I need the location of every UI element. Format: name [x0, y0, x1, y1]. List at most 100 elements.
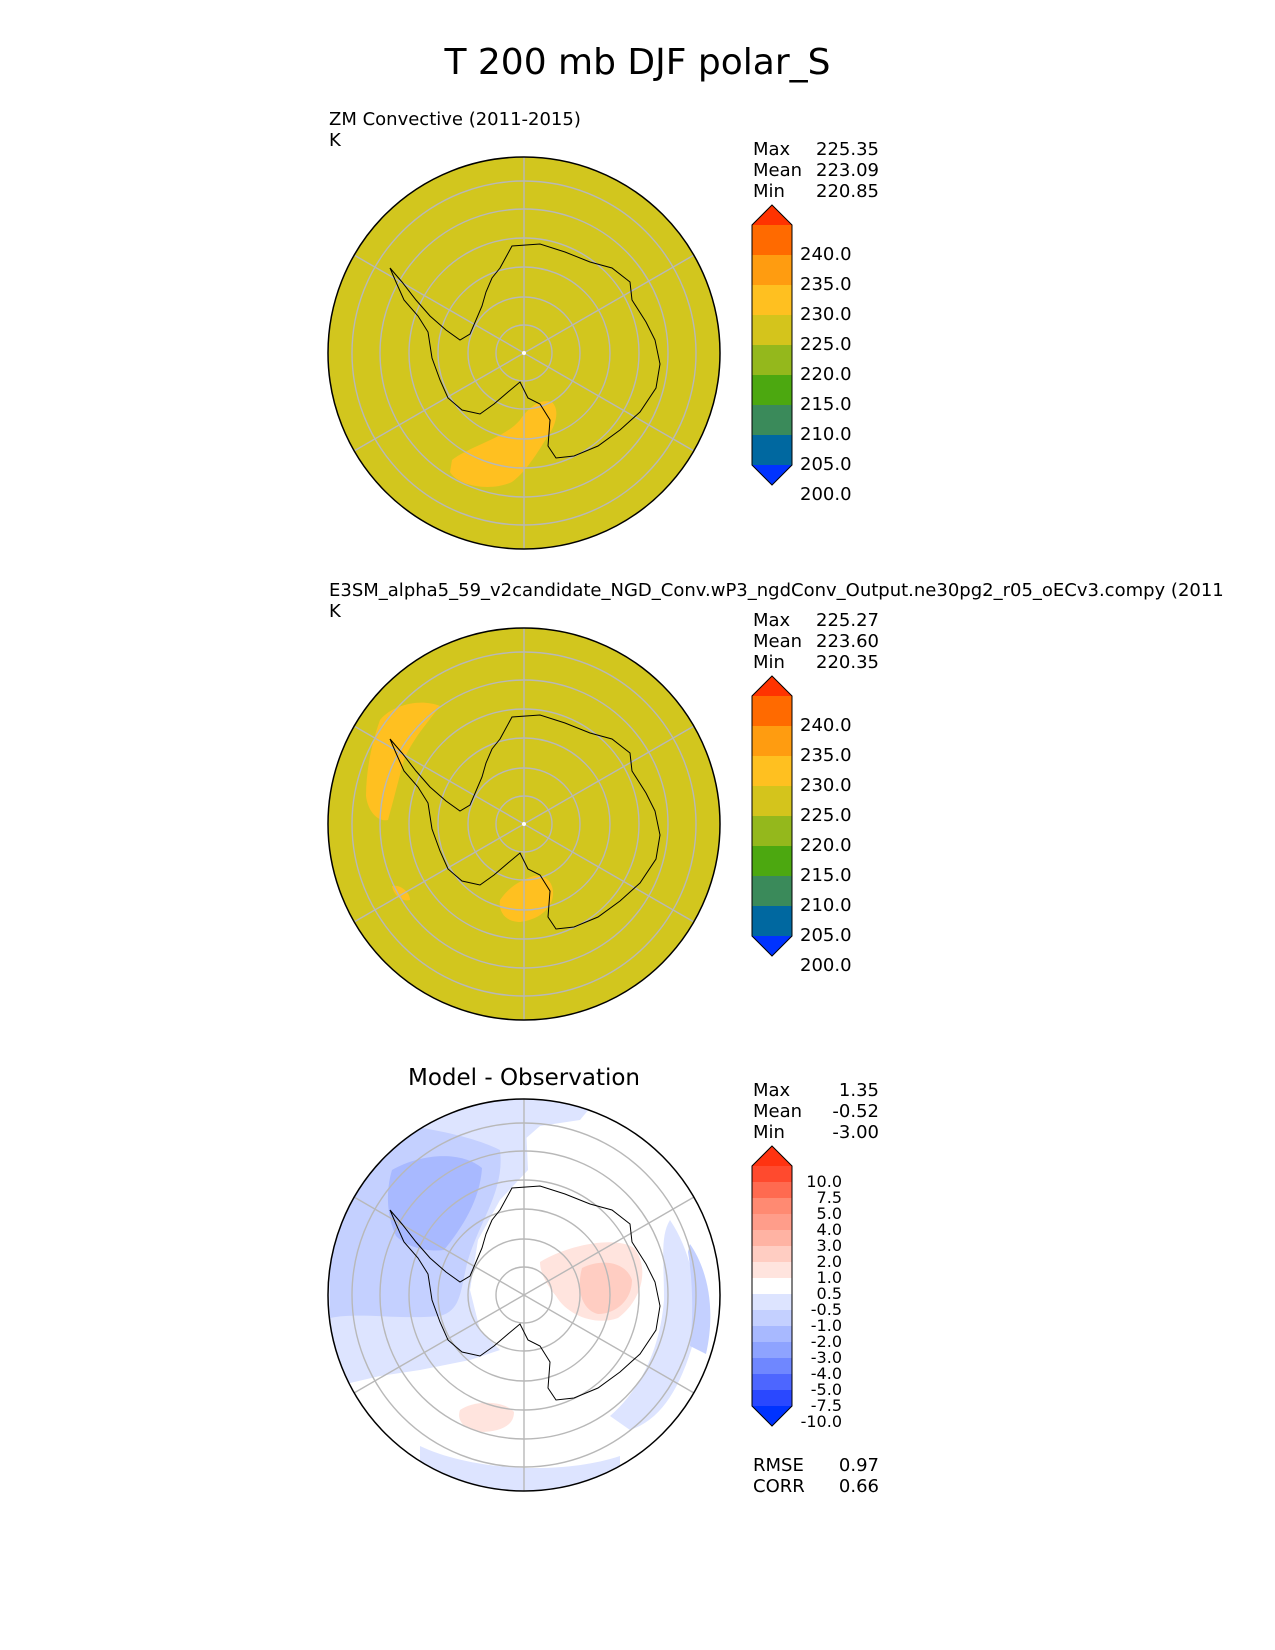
panel3-colorbar-tick: -0.5 — [810, 1300, 842, 1319]
panel3-colorbar-segment — [752, 1342, 792, 1359]
panel2-colorbar-tick: 225.0 — [800, 805, 852, 826]
panel3-colorbar-tick: -3.0 — [810, 1348, 842, 1367]
panel3-colorbar-tick: -10.0 — [800, 1412, 842, 1431]
panel2-colorbar-segment — [752, 846, 792, 877]
panel2-colorbar-extend-min — [752, 936, 792, 956]
panel3-map — [327, 1098, 721, 1492]
panel3-colorbar-tick: 10.0 — [806, 1172, 842, 1191]
panel3-red-medium — [579, 1262, 632, 1314]
panel3-colorbar-segment — [752, 1214, 792, 1231]
panel3-colorbar-tick: 4.0 — [816, 1220, 842, 1239]
panel2-coastline — [389, 714, 661, 930]
panel3-colorbar-tick: -1.0 — [810, 1316, 842, 1335]
panel1-title: ZM Convective (2011-2015) — [329, 109, 581, 130]
panel1-colorbar-segment — [752, 315, 792, 346]
panel1-colorbar-extend-max — [752, 205, 792, 225]
panel1-stat-max: Max 225.35 — [753, 139, 879, 160]
panel3-grid — [351, 1099, 697, 1491]
panel1-units: K — [329, 130, 341, 151]
panel1-colorbar-segment — [752, 225, 792, 256]
panel2-colorbar-tick: 220.0 — [800, 835, 852, 856]
panel1-colorbar-tick: 210.0 — [800, 424, 852, 445]
panel1-colorbar-segment — [752, 345, 792, 376]
panel2-colorbar-outline — [751, 675, 793, 957]
panel3-colorbar-segment — [752, 1278, 792, 1295]
panel3-red-south — [459, 1402, 514, 1432]
panel2-colorbar-tick: 210.0 — [800, 895, 852, 916]
panel2-colorbar-segment — [752, 786, 792, 817]
panel3-colorbar-segment — [752, 1310, 792, 1327]
panel2-colorbar-segment — [752, 696, 792, 727]
panel1-colorbar-tick: 240.0 — [800, 244, 852, 265]
panel3-stat-min: Min -3.00 — [753, 1122, 879, 1143]
panel1-colorbar-segment — [752, 285, 792, 316]
panel2-colorbar — [751, 675, 793, 957]
panel3-colorbar-segment — [752, 1294, 792, 1311]
panel1-colorbar-segment — [752, 405, 792, 436]
panel3-colorbar-segment — [752, 1198, 792, 1215]
panel3-colorbar-tick: -5.0 — [810, 1380, 842, 1399]
panel3-colorbar-tick: -7.5 — [810, 1396, 842, 1415]
panel1-colorbar-tick: 230.0 — [800, 304, 852, 325]
panel1-grid — [351, 157, 697, 549]
panel2-map — [327, 627, 721, 1021]
panel2-units: K — [329, 601, 341, 622]
panel2-colorbar-segment — [752, 876, 792, 907]
panel1-colorbar-outline — [751, 204, 793, 486]
panel1-colorbar-tick: 225.0 — [800, 334, 852, 355]
panel3-colorbar-tick: 3.0 — [816, 1236, 842, 1255]
panel1-coastline — [389, 243, 661, 459]
panel3-coastline — [389, 1185, 661, 1401]
panel2-warm-region-small — [392, 885, 410, 901]
panel2-colorbar-tick: 205.0 — [800, 925, 852, 946]
panel1-map — [327, 156, 721, 550]
panel1-colorbar-segment — [752, 375, 792, 406]
panel3-colorbar-segment — [752, 1166, 792, 1183]
panel3-colorbar-tick: 2.0 — [816, 1252, 842, 1271]
panel3-colorbar-extend-max — [752, 1146, 792, 1166]
panel3-colorbar-segment — [752, 1182, 792, 1199]
panel3-colorbar-segment — [752, 1230, 792, 1247]
panel2-colorbar-tick: 200.0 — [800, 955, 852, 976]
panel2-colorbar-segment — [752, 906, 792, 937]
panel3-blue-dark — [387, 1156, 482, 1251]
panel2-colorbar-tick: 230.0 — [800, 775, 852, 796]
panel3-colorbar-segment — [752, 1390, 792, 1407]
panel1-colorbar-segment — [752, 255, 792, 286]
panel2-stat-mean: Mean 223.60 — [753, 631, 879, 652]
panel2-colorbar-segment — [752, 816, 792, 847]
panel3-stat-mean: Mean -0.52 — [753, 1101, 879, 1122]
panel3-stat-max: Max 1.35 — [753, 1080, 879, 1101]
panel2-stat-min: Min 220.35 — [753, 652, 879, 673]
panel1-colorbar-tick: 205.0 — [800, 454, 852, 475]
panel3-colorbar-extend-min — [752, 1406, 792, 1426]
panel2-stat-max: Max 225.27 — [753, 610, 879, 631]
panel1-colorbar-tick: 215.0 — [800, 394, 852, 415]
panel3-colorbar-tick: 1.0 — [816, 1268, 842, 1287]
panel2-colorbar-tick: 215.0 — [800, 865, 852, 886]
panel2-warm-region-south — [499, 875, 554, 922]
panel3-colorbar-tick: -4.0 — [810, 1364, 842, 1383]
panel1-colorbar-extend-min — [752, 465, 792, 485]
panel3-colorbar-tick: 0.5 — [816, 1284, 842, 1303]
panel1-colorbar-tick: 200.0 — [800, 484, 852, 505]
panel1-colorbar — [751, 204, 793, 486]
panel2-colorbar-segment — [752, 726, 792, 757]
panel3-colorbar-segment — [752, 1262, 792, 1279]
panel3-colorbar-outline — [751, 1145, 793, 1427]
panel3-metric-corr: CORR 0.66 — [753, 1476, 879, 1497]
panel1-colorbar-segment — [752, 435, 792, 466]
panel1-stat-min: Min 220.85 — [753, 181, 879, 202]
panel3-colorbar — [751, 1145, 793, 1427]
panel3-metric-rmse: RMSE 0.97 — [753, 1455, 879, 1476]
panel1-warm-region — [450, 401, 557, 487]
panel2-title: E3SM_alpha5_59_v2candidate_NGD_Conv.wP3_… — [329, 580, 1224, 601]
panel3-colorbar-segment — [752, 1246, 792, 1263]
panel3-colorbar-tick: 7.5 — [816, 1188, 842, 1207]
panel2-colorbar-extend-max — [752, 676, 792, 696]
panel3-colorbar-tick: -2.0 — [810, 1332, 842, 1351]
panel1-colorbar-tick: 235.0 — [800, 274, 852, 295]
panel2-colorbar-tick: 240.0 — [800, 715, 852, 736]
panel2-colorbar-tick: 235.0 — [800, 745, 852, 766]
panel3-colorbar-tick: 5.0 — [816, 1204, 842, 1223]
